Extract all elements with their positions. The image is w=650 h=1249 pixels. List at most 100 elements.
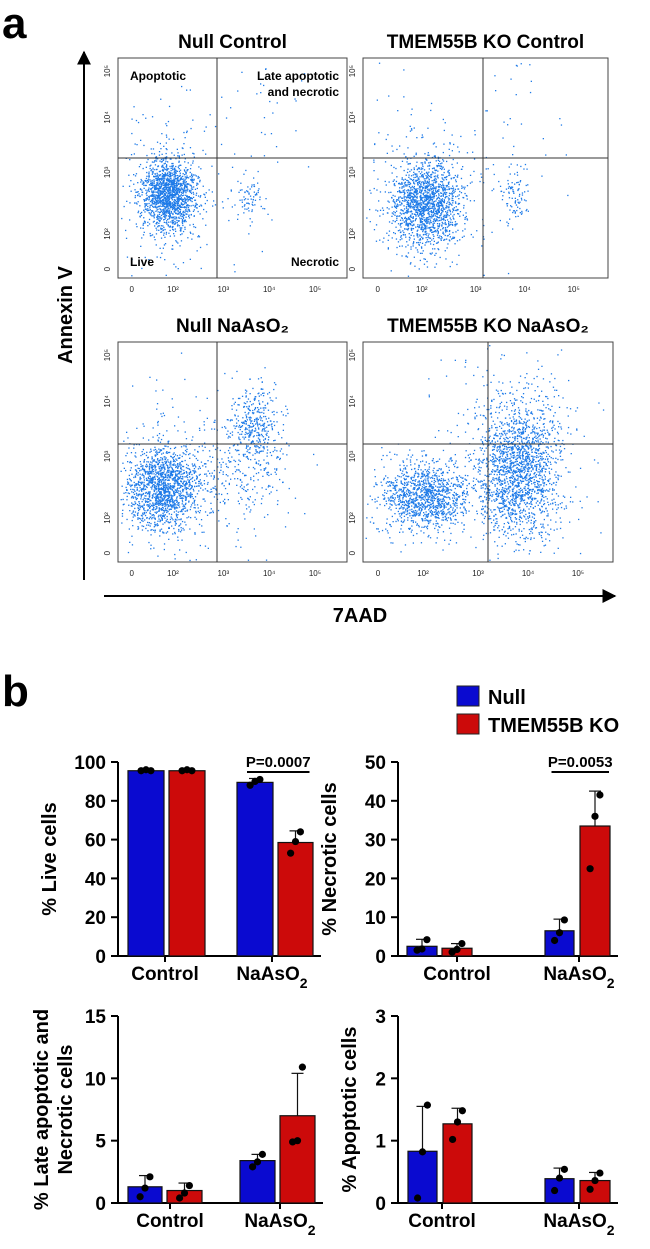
scatter-point (178, 476, 180, 479)
scatter-point (438, 194, 440, 196)
scatter-point (173, 479, 175, 481)
scatter-point (454, 221, 457, 223)
scatter-point (416, 196, 418, 198)
scatter-point (179, 229, 181, 232)
scatter-point (525, 184, 527, 187)
scatter-point (377, 210, 379, 212)
scatter-point (183, 214, 186, 216)
scatter-point (156, 472, 158, 474)
scatter-point (148, 495, 150, 497)
scatter-point (160, 496, 162, 498)
scatter-point (416, 137, 418, 139)
scatter-point (409, 162, 411, 165)
scatter-point (221, 96, 223, 98)
scatter-point (462, 196, 464, 199)
scatter-point (402, 219, 404, 221)
scatter-point (437, 202, 439, 204)
scatter-point (151, 173, 153, 175)
scatter-point (433, 167, 435, 169)
scatter-point (182, 483, 184, 485)
scatter-point (423, 258, 425, 260)
scatter-point (449, 209, 451, 211)
scatter-point (420, 236, 423, 238)
scatter-point (433, 231, 435, 233)
scatter-point (433, 227, 435, 230)
scatter-point (142, 448, 144, 451)
scatter-point (420, 199, 423, 201)
scatter-point (148, 195, 150, 198)
scatter-point (136, 144, 138, 146)
scatter-point (150, 466, 153, 468)
scatter-point (402, 210, 404, 212)
scatter-point (413, 185, 415, 188)
scatter-point (178, 197, 180, 199)
scatter-point (173, 182, 175, 184)
scatter-point (460, 177, 463, 180)
scatter-point (388, 95, 390, 97)
scatter-point (187, 467, 189, 470)
scatter-point (512, 189, 514, 191)
scatter-point (183, 131, 185, 134)
scatter-point (148, 202, 150, 205)
scatter-point (165, 505, 167, 507)
scatter-point (520, 123, 523, 125)
scatter-point (185, 198, 187, 200)
scatter-point (176, 170, 178, 172)
scatter-point (158, 448, 160, 450)
scatter-point (521, 194, 524, 196)
scatter-point (163, 176, 165, 178)
scatter-point (167, 184, 169, 186)
scatter-point (188, 473, 191, 475)
scatter-point (154, 454, 156, 456)
scatter-point (159, 198, 161, 201)
scatter-point (521, 199, 523, 201)
scatter-point (249, 218, 251, 220)
scatter-point (301, 80, 303, 82)
scatter-point (180, 177, 183, 179)
scatter-point (168, 470, 170, 472)
scatter-point (185, 496, 188, 498)
scatter-point (179, 227, 181, 229)
scatter-point (432, 214, 434, 216)
scatter-point (165, 464, 168, 466)
scatter-point (126, 256, 129, 258)
scatter-point (203, 480, 205, 482)
scatter-point (154, 508, 156, 511)
scatter-point (451, 199, 453, 202)
scatter-point (248, 203, 250, 205)
scatter-point (247, 186, 249, 188)
scatter-point (131, 505, 133, 507)
scatter-point (213, 200, 215, 202)
scatter-point (193, 507, 195, 509)
scatter-point (131, 118, 133, 120)
scatter-point (192, 119, 194, 121)
scatter-point (176, 182, 178, 184)
scatter-point (179, 549, 181, 551)
scatter-point (162, 203, 164, 205)
scatter-point (429, 223, 431, 225)
scatter-point (135, 498, 137, 501)
scatter-point (453, 177, 455, 179)
scatter-point (251, 209, 253, 211)
scatter-point (164, 496, 167, 498)
scatter-point (126, 483, 129, 485)
scatter-point (174, 425, 176, 427)
scatter-point (196, 476, 198, 478)
scatter-point (251, 203, 253, 205)
scatter-point (164, 491, 167, 493)
scatter-point (143, 459, 146, 461)
scatter-point (180, 480, 182, 482)
scatter-point (168, 496, 170, 498)
scatter-point (511, 182, 513, 184)
scatter-point (421, 221, 424, 223)
scatter-point (451, 204, 453, 206)
scatter-point (158, 205, 160, 207)
scatter-point (194, 455, 196, 457)
scatter-point (529, 64, 531, 66)
scatter-point (164, 168, 166, 170)
scatter-point (396, 205, 398, 208)
scatter-point (446, 188, 448, 191)
scatter-point (152, 167, 154, 169)
scatter-point (433, 226, 435, 229)
scatter-point (145, 180, 147, 182)
